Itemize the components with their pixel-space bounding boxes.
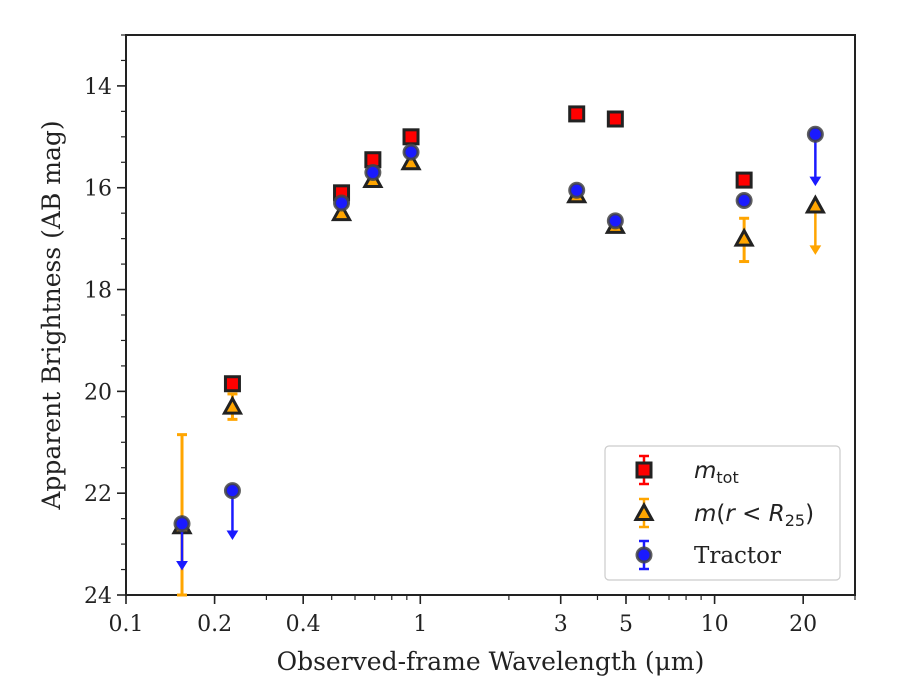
x-tick-label: 0.2 (197, 612, 232, 637)
data-point-circle (223, 482, 241, 500)
legend-marker-square (635, 461, 653, 479)
data-point-circle (402, 143, 420, 161)
data-point-circle (364, 163, 382, 181)
x-axis: 0.1 0.2 0.4 1 3 5 10 20 (109, 595, 856, 637)
y-axis: 14 16 18 20 22 24 (84, 34, 126, 609)
legend-label-tractor: Tractor (694, 543, 781, 569)
y-tick-label: 16 (84, 177, 112, 202)
data-point-square (568, 105, 586, 123)
y-tick-label: 24 (84, 584, 112, 609)
y-axis-title: Apparent Brightness (AB mag) (37, 120, 66, 510)
upper-limit-arrowhead (809, 176, 822, 187)
y-tick-label: 22 (84, 482, 112, 507)
data-point-triangle (330, 202, 353, 222)
data-point-triangle (804, 194, 826, 214)
x-tick-label: 10 (701, 612, 729, 637)
data-point-square (223, 375, 241, 393)
data-point-circle (806, 125, 824, 143)
x-tick-label: 20 (789, 612, 817, 637)
series-0 (223, 105, 753, 393)
x-tick-label: 5 (619, 612, 633, 637)
data-point-circle (568, 181, 586, 199)
series-2 (173, 125, 824, 571)
x-axis-title: Observed-frame Wavelength (μm) (277, 647, 705, 676)
data-point-triangle (400, 151, 422, 171)
upper-limit-arrowhead (176, 561, 188, 571)
legend-marker-triangle (633, 501, 655, 521)
upper-limit-arrowhead (226, 530, 239, 540)
x-tick-label: 3 (554, 612, 568, 637)
x-tick-label: 0.1 (109, 612, 144, 637)
data-point-square (606, 110, 624, 128)
x-tick-label: 1 (413, 612, 427, 637)
y-tick-label: 18 (84, 279, 112, 304)
legend-marker-circle (635, 546, 653, 564)
legend: mtot m(r < R25) Tractor (604, 445, 841, 581)
data-point-triangle (733, 227, 755, 247)
legend-label-mtot: mtot (694, 458, 739, 487)
data-point-triangle (221, 395, 244, 415)
data-point-circle (173, 515, 191, 533)
data-marks (171, 105, 826, 597)
data-point-circle (606, 212, 624, 230)
upper-limit-arrowhead (809, 245, 822, 255)
y-tick-label: 20 (84, 380, 112, 405)
y-tick-label: 14 (84, 75, 112, 100)
data-point-square (402, 128, 420, 146)
x-tick-label: 0.4 (286, 612, 321, 637)
data-point-circle (735, 191, 753, 209)
data-point-square (735, 171, 753, 189)
legend-label-m-r-R25: m(r < R25) (694, 501, 814, 530)
legend-box (604, 445, 841, 581)
data-point-circle (333, 194, 351, 212)
